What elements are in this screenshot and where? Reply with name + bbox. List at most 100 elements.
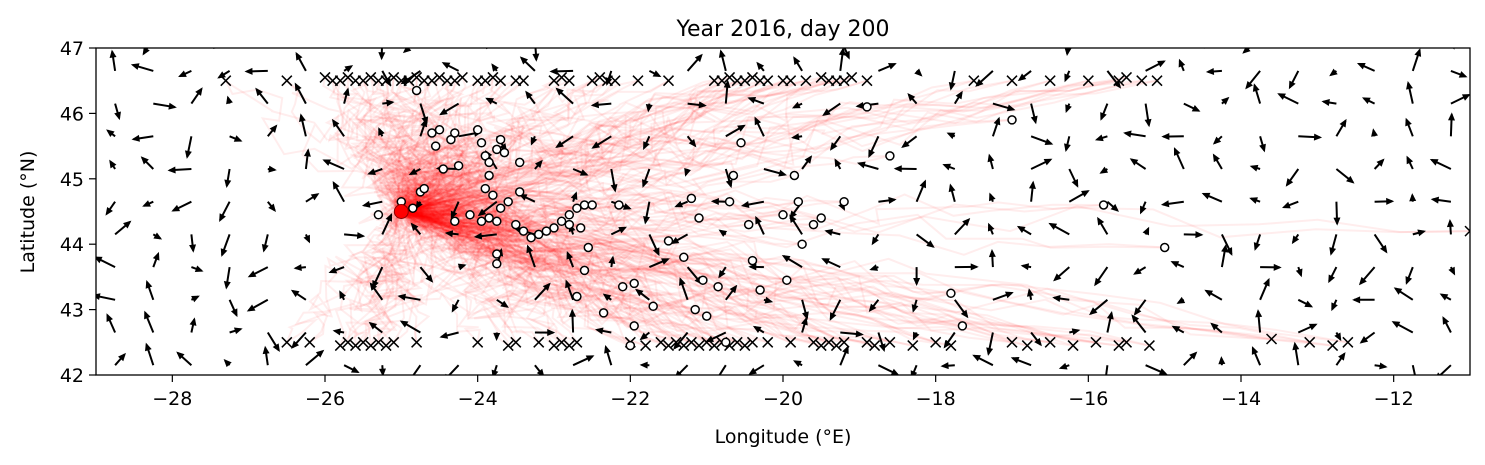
particle-marker [484,170,494,181]
velocity-arrow [912,331,920,341]
arrow-head [910,370,918,375]
arrow-head [530,136,538,146]
trajectory-line [400,79,829,213]
arrow-head [547,329,556,337]
arrow-head [1160,200,1170,208]
trajectory-line [401,79,807,213]
arrow-head [444,230,454,238]
arrow-head [688,138,697,148]
trajectory-line [401,154,891,213]
velocity-arrow [590,101,612,109]
velocity-arrow [220,234,231,257]
velocity-arrow [555,135,574,148]
arrow-head [1064,48,1072,56]
arrow-head [1288,80,1296,90]
arrow-head [500,300,509,308]
arrow-head [756,61,765,71]
velocity-arrow [910,364,918,375]
trajectory-line [400,79,608,213]
velocity-arrow [645,103,653,113]
arrow-head [1430,196,1440,204]
trajectory-line [401,210,787,282]
trajectory-line [348,210,416,347]
velocity-arrow [450,201,460,220]
velocity-arrow [686,135,697,148]
velocity-arrow [190,87,203,105]
arrow-head [946,132,956,140]
velocity-arrow [1411,364,1416,375]
arrow-head [1064,73,1071,83]
velocity-arrow [322,159,345,170]
particle-marker [778,210,788,220]
trajectory-line [379,80,440,213]
velocity-arrow [106,129,116,138]
velocity-arrow [1335,168,1355,184]
arrow-head [1442,316,1450,325]
exited-particle-marker [1464,225,1470,237]
arrow-head [1259,143,1266,153]
velocity-arrow [635,288,651,301]
arrow-head [1391,321,1401,328]
velocity-arrow [1030,331,1042,347]
particle-marker [465,210,475,220]
y-tick-label: 45 [60,169,84,191]
velocity-arrow [1282,200,1299,209]
arrow-head [1110,203,1119,212]
particle-marker [450,128,460,138]
trajectory-line [400,201,570,238]
particle-marker [583,242,594,253]
trajectory-line [401,210,963,327]
velocity-arrow [1053,266,1070,282]
trajectory-line [400,210,563,344]
arrow-head [1106,310,1114,320]
arrow-head [1376,158,1385,167]
arrow-head [942,163,952,171]
velocity-arrow [801,316,808,333]
velocity-arrow [145,342,155,366]
trajectory-line [367,210,410,343]
trajectory-line [401,208,803,246]
trajectory-line [397,129,479,213]
particle-marker [1159,242,1170,253]
velocity-arrow [1020,263,1032,271]
velocity-arrow [877,364,900,375]
velocity-arrow [1430,196,1452,204]
particle-marker [579,265,590,276]
arrow-head [1123,130,1132,138]
trajectory-line [401,193,1104,231]
arrow-head [694,53,703,63]
velocity-arrow [106,313,117,333]
exited-particle-marker [586,75,598,87]
velocity-arrow [1176,296,1186,304]
particle-marker [598,308,609,318]
velocity-arrow [1298,133,1323,141]
arrow-head [477,208,487,217]
arrow-head [410,222,419,232]
particle-marker [808,219,819,230]
arrow-head [526,244,534,254]
x-tick-label: −20 [763,388,803,410]
velocity-arrow [381,213,393,235]
trajectory-line [327,80,403,212]
velocity-arrow [267,165,277,173]
exited-particle-marker [403,75,415,87]
arrow-head [755,215,762,225]
trajectory-line [400,210,963,327]
trajectory-line [339,211,411,343]
trajectory-line [401,210,1013,344]
particle-marker [495,134,506,145]
exited-particle-marker [380,75,392,87]
particle-marker [484,157,494,168]
arrow-head [1133,267,1142,275]
trajectory-line [401,210,723,344]
trajectory-line [401,201,784,236]
arrow-head [519,56,529,65]
velocity-arrow [1028,180,1036,202]
trajectory-line [401,210,814,344]
exited-particle-marker [1044,75,1056,87]
arrow-head [718,269,726,279]
trajectory-line [401,210,577,298]
particle-marker [946,288,956,299]
arrow-head [1189,351,1198,360]
arrow-head [536,368,544,375]
